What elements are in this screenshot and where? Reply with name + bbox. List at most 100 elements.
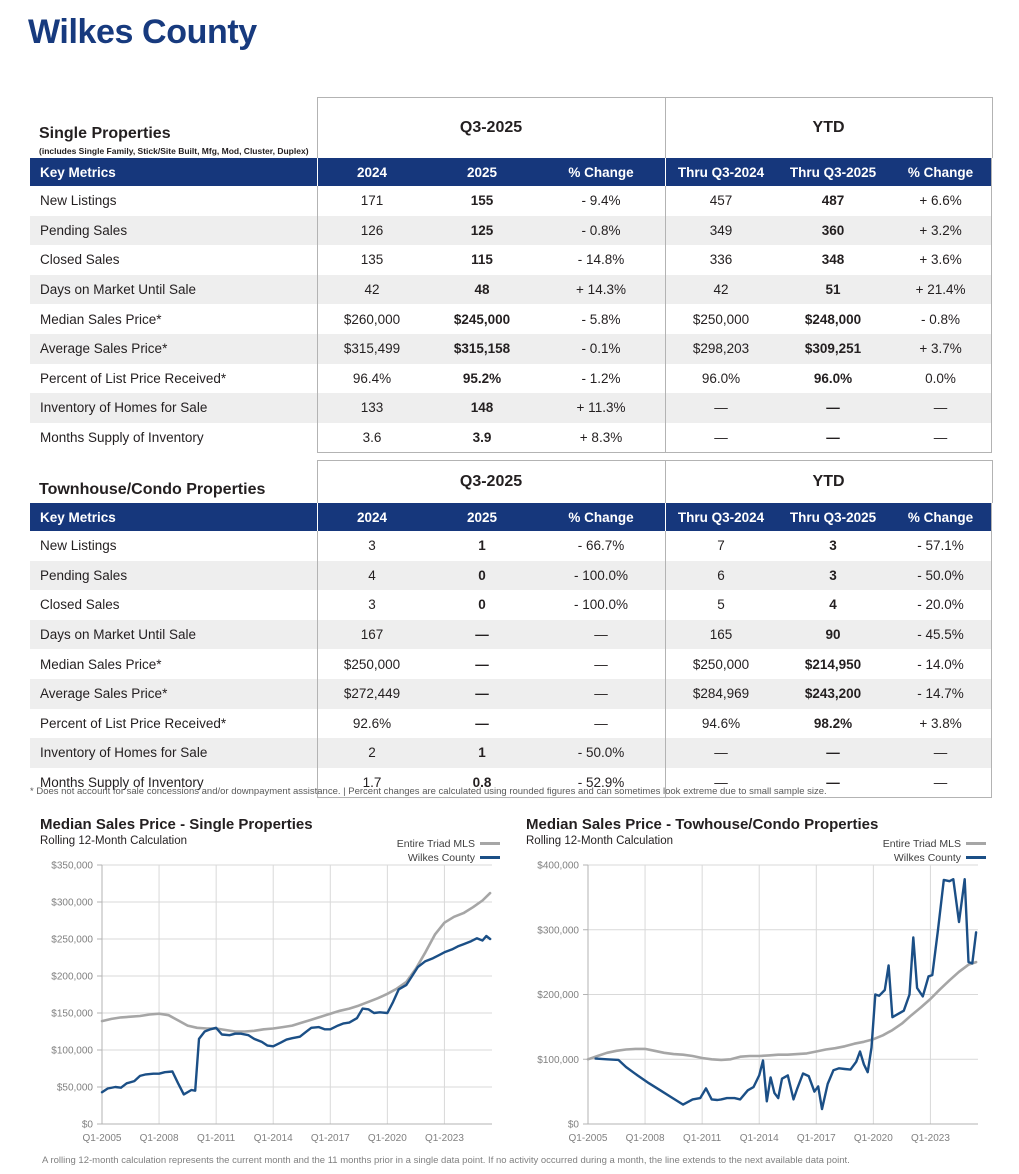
- table-cell: 6: [665, 560, 778, 591]
- table-cell: 171: [317, 186, 427, 216]
- legend-entry-mls: Entire Triad MLS: [397, 837, 500, 851]
- table-row: Median Sales Price* $260,000 $245,000- 5.8…: [30, 304, 993, 334]
- table-cell: - 20.0%: [889, 590, 993, 620]
- table-cell: 3.6: [317, 422, 427, 453]
- metric-label: Pending Sales: [30, 560, 317, 591]
- col-header-2025: 2025: [427, 503, 537, 531]
- table-cell: $315,158: [427, 333, 537, 364]
- table-cell: 95.2%: [427, 363, 537, 394]
- table-cell: —: [777, 393, 890, 423]
- table-cell: —: [777, 422, 890, 453]
- table-cell: $214,950: [777, 649, 890, 679]
- chart-subtitle: Rolling 12-Month Calculation: [40, 835, 188, 847]
- table-row: Pending Sales 4 0- 100.0% 6 3- 50.0%: [30, 560, 993, 591]
- y-axis-label: $0: [568, 1120, 580, 1131]
- table-row: Closed Sales 3 0- 100.0% 5 4- 20.0%: [30, 590, 993, 620]
- table-cell: —: [665, 738, 778, 768]
- chart-legend: Entire Triad MLS Wilkes County: [883, 837, 986, 865]
- legend-label-mls: Entire Triad MLS: [396, 838, 475, 850]
- table-cell: —: [427, 708, 537, 739]
- table-cell: - 9.4%: [537, 186, 666, 216]
- metric-label: Average Sales Price*: [30, 678, 317, 709]
- col-header-pct-change-ytd: % Change: [889, 158, 993, 186]
- table-cell: + 3.6%: [889, 245, 993, 275]
- section-title: Single Properties: [39, 125, 171, 142]
- section-heading-cell: Single Properties (includes Single Famil…: [30, 97, 317, 158]
- table-cell: 167: [317, 619, 427, 650]
- metric-label: New Listings: [30, 531, 317, 561]
- y-axis-label: $400,000: [537, 861, 579, 872]
- table-cell: + 6.6%: [889, 186, 993, 216]
- table-row: Percent of List Price Received* 92.6% — —94…: [30, 708, 993, 739]
- col-header-thru-q3-2025: Thru Q3-2025: [777, 158, 890, 186]
- group-header-ytd: YTD: [664, 97, 993, 158]
- table-row: Inventory of Homes for Sale 133 148 + 11.3%…: [30, 393, 993, 423]
- table-cell: 7: [665, 531, 778, 561]
- condo-properties-table-body: New Listings 3 1- 66.7% 7 3- 57.1% Pending Sa…: [30, 531, 993, 798]
- metric-label: Pending Sales: [30, 215, 317, 246]
- series-line: [586, 960, 978, 1062]
- table-cell: - 14.8%: [537, 245, 666, 275]
- table-cell: 115: [427, 245, 537, 275]
- table-cell: 155: [427, 186, 537, 216]
- legend-swatch-mls-icon: [966, 841, 986, 845]
- table-cell: 0.0%: [889, 363, 993, 394]
- table-cell: 0.8: [427, 767, 537, 798]
- col-header-thru-q3-2025: Thru Q3-2025: [777, 503, 890, 531]
- x-axis-label: Q1-2017: [311, 1133, 350, 1144]
- table-cell: 98.2%: [777, 708, 890, 739]
- table-row: Months Supply of Inventory 1.7 0.8- 52.9% —…: [30, 767, 993, 798]
- legend-label-county: Wilkes County: [407, 852, 475, 864]
- chart-legend: Entire Triad MLS Wilkes County: [397, 837, 500, 865]
- table-cell: $250,000: [665, 649, 778, 679]
- metric-label: Average Sales Price*: [30, 333, 317, 364]
- table-cell: 135: [317, 245, 427, 275]
- table-cell: + 3.8%: [889, 708, 993, 739]
- table-cell: —: [537, 619, 666, 650]
- table-cell: $272,449: [317, 678, 427, 709]
- condo-properties-table-block: Townhouse/Condo Properties Q3-2025 YTD K…: [30, 460, 993, 799]
- charts-footnote: A rolling 12-month calculation represent…: [42, 1155, 850, 1166]
- table-cell: $243,200: [777, 678, 890, 709]
- x-axis-label: Q1-2008: [626, 1133, 665, 1144]
- table-cell: —: [889, 738, 993, 768]
- table-cell: - 14.0%: [889, 649, 993, 679]
- metric-label: Months Supply of Inventory: [30, 422, 317, 453]
- metric-label: Inventory of Homes for Sale: [30, 393, 317, 423]
- column-header-row: Key Metrics 2024 2025 % Change Thru Q3-2…: [30, 158, 993, 186]
- table-row: New Listings 171 155- 9.4% 457 487 + 6.6%: [30, 186, 993, 216]
- table-cell: + 8.3%: [537, 422, 666, 453]
- metric-label: Closed Sales: [30, 245, 317, 275]
- table-row: Months Supply of Inventory 3.6 3.9 + 8.3% — —…: [30, 422, 993, 453]
- table-cell: - 100.0%: [537, 560, 666, 591]
- table-cell: 92.6%: [317, 708, 427, 739]
- metric-label: New Listings: [30, 186, 317, 216]
- metric-label: Percent of List Price Received*: [30, 708, 317, 739]
- legend-label-county: Wilkes County: [893, 852, 961, 864]
- table-cell: —: [427, 649, 537, 679]
- table-row: Average Sales Price* $272,449— — $284,969 $2…: [30, 678, 993, 709]
- series-line: [594, 878, 978, 1111]
- tables-footnote: * Does not account for sale concessions …: [30, 786, 827, 797]
- table-cell: 1.7: [317, 767, 427, 798]
- table-cell: - 52.9%: [537, 767, 666, 798]
- column-header-row: Key Metrics 2024 2025 % Change Thru Q3-2…: [30, 503, 993, 531]
- table-bottom-rule-right: [665, 797, 993, 799]
- table-cell: —: [537, 649, 666, 679]
- table-cell: $315,499: [317, 333, 427, 364]
- table-cell: - 1.2%: [537, 363, 666, 394]
- table-cell: 3: [777, 531, 890, 561]
- table-row: Percent of List Price Received* 96.4% 95.2…: [30, 363, 993, 394]
- table-cell: 126: [317, 215, 427, 246]
- table-cell: - 100.0%: [537, 590, 666, 620]
- col-header-thru-q3-2024: Thru Q3-2024: [665, 503, 778, 531]
- col-header-key-metrics: Key Metrics: [30, 503, 317, 531]
- y-axis-label: $250,000: [51, 935, 93, 946]
- table-cell: 148: [427, 393, 537, 423]
- table-cell: $284,969: [665, 678, 778, 709]
- table-cell: 457: [665, 186, 778, 216]
- table-row: Pending Sales 126 125- 0.8% 349 360 + 3.2%: [30, 215, 993, 246]
- table-cell: - 45.5%: [889, 619, 993, 650]
- group-header-row: Single Properties (includes Single Famil…: [30, 97, 993, 158]
- col-header-2025: 2025: [427, 158, 537, 186]
